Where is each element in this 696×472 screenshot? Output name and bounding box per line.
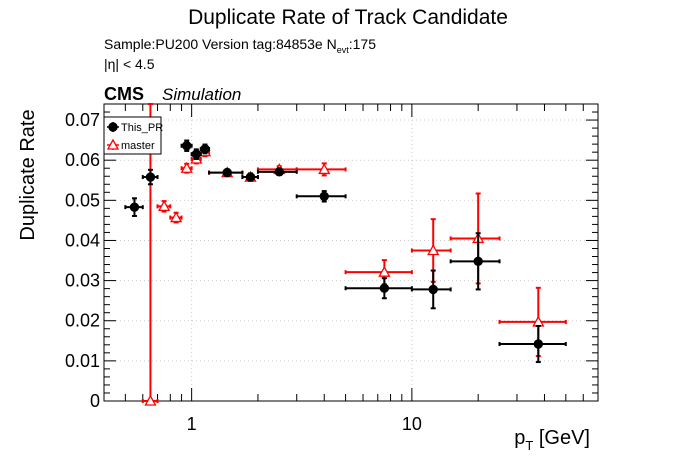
data-point-master	[498, 286, 567, 358]
x-axis-label-unit: [GeV]	[533, 427, 590, 449]
data-point-master	[169, 211, 183, 224]
marker-master	[318, 163, 331, 175]
sample-info: Sample:PU200 Version tag:84853e Nevt:175	[104, 36, 376, 55]
data-point-this-pr	[208, 167, 244, 178]
marker-this-pr	[473, 256, 483, 267]
marker-master	[144, 394, 157, 406]
data-point-this-pr	[410, 269, 452, 310]
y-tick-label: 0.07	[65, 110, 100, 130]
data-point-this-pr	[241, 172, 259, 182]
y-tick-label: 0.03	[65, 271, 100, 291]
eta-cut: |η| < 4.5	[104, 56, 155, 72]
sample-info-prefix: Sample:PU200 Version tag:84853e N	[104, 36, 337, 52]
data-point-this-pr	[180, 139, 193, 152]
marker-this-pr	[191, 149, 202, 159]
y-tick-label: 0.05	[65, 190, 100, 210]
data-point-master	[156, 200, 172, 213]
sample-info-suffix: :175	[349, 36, 376, 52]
axes: 1 10 0 0.01 0.02 0.03 0.04 0.05 0.06 0.07	[65, 103, 599, 434]
marker-this-pr	[379, 283, 390, 293]
marker-this-pr	[533, 339, 544, 349]
marker-this-pr	[274, 167, 284, 177]
data-layer	[124, 103, 567, 406]
x-axis-label-sub: T	[525, 438, 533, 453]
marker-master	[169, 211, 183, 223]
y-tick-label: 0	[90, 391, 100, 411]
marker-this-pr	[129, 202, 140, 212]
data-point-master	[449, 192, 501, 285]
data-point-this-pr	[344, 277, 413, 300]
sample-info-sub: evt	[337, 45, 350, 55]
data-point-this-pr	[449, 232, 501, 291]
plot-frame	[103, 103, 599, 402]
grid	[104, 104, 598, 401]
x-axis-label-main: p	[514, 427, 525, 449]
x-tick-label: 10	[402, 414, 422, 434]
marker-master	[378, 265, 391, 277]
y-tick-label: 0.02	[65, 311, 100, 331]
marker-master	[180, 161, 193, 173]
marker-master	[427, 244, 440, 256]
data-point-this-pr	[256, 167, 298, 177]
data-point-this-pr	[141, 168, 159, 186]
marker-this-pr	[428, 284, 438, 295]
y-tick-label: 0.06	[65, 150, 100, 170]
data-point-this-pr	[199, 143, 211, 155]
marker-master	[158, 200, 171, 211]
y-tick-label: 0.01	[65, 351, 100, 371]
marker-this-pr	[145, 172, 156, 182]
data-point-master	[295, 162, 347, 177]
legend: This_PR master	[103, 116, 163, 155]
simulation-label: Simulation	[162, 85, 241, 104]
x-tick-label: 1	[187, 414, 197, 434]
marker-this-pr	[319, 191, 329, 202]
chart-title: Duplicate Rate of Track Candidate	[188, 6, 508, 29]
data-point-this-pr	[295, 190, 347, 203]
y-axis-label: Duplicate Rate	[17, 109, 39, 240]
legend-label-master: master	[121, 140, 155, 152]
data-point-master	[180, 161, 193, 174]
x-axis-label: pT [GeV]	[514, 427, 590, 453]
legend-label-this-pr: This_PR	[121, 122, 163, 134]
cms-label: CMS	[104, 84, 144, 104]
y-tick-label: 0.04	[65, 230, 100, 250]
data-point-master	[344, 259, 413, 286]
data-point-master	[410, 218, 452, 283]
legend-marker-master	[106, 138, 120, 150]
marker-this-pr	[182, 141, 192, 151]
series-this-pr	[124, 139, 567, 364]
marker-this-pr	[222, 167, 232, 178]
data-point-this-pr	[190, 148, 202, 160]
marker-this-pr	[245, 172, 256, 182]
legend-marker-this-pr	[108, 122, 118, 132]
marker-this-pr	[200, 144, 210, 154]
data-point-this-pr	[498, 324, 567, 364]
data-point-this-pr	[124, 197, 144, 217]
